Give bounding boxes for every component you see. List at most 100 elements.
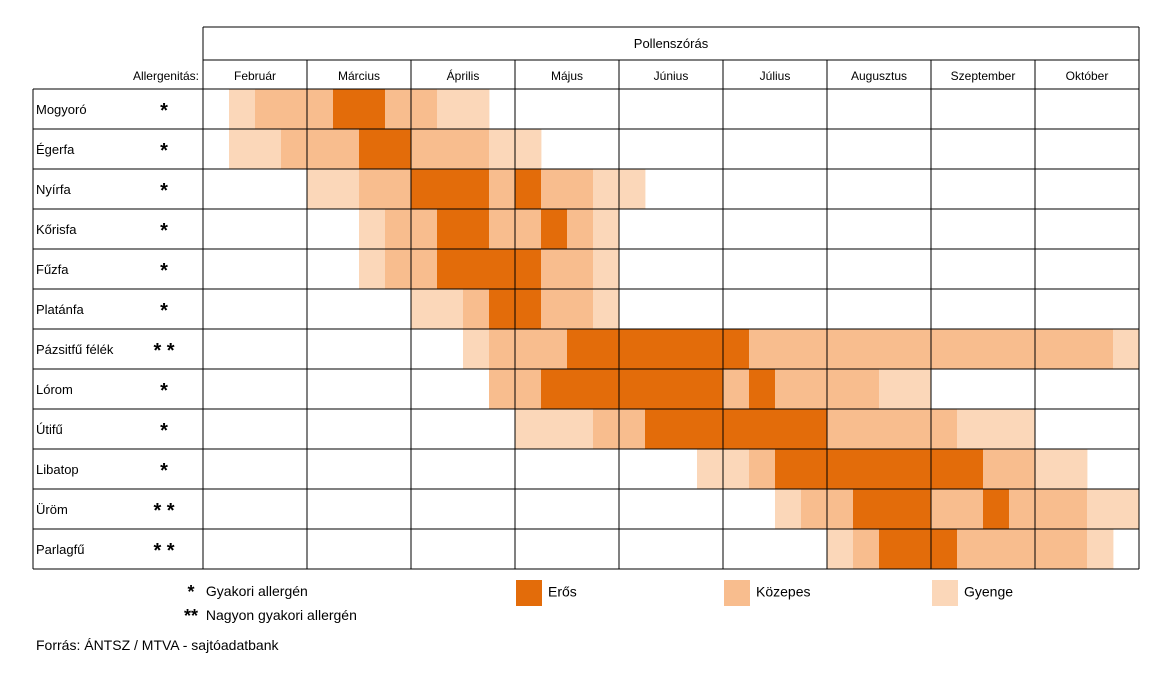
month-label: Június [654,69,689,83]
pollen-cell [853,529,880,569]
pollen-cell [359,129,386,169]
pollen-cell [307,129,334,169]
pollen-cell [749,449,776,489]
pollen-cell [749,329,776,369]
pollen-cell [567,329,594,369]
pollen-cell [697,369,724,409]
legend-label-very-frequent: Nagyon gyakori allergén [205,607,357,624]
pollen-cell [905,329,932,369]
plant-label: Üröm [36,502,68,517]
pollen-cell [307,169,334,209]
pollen-cell [385,249,412,289]
pollen-cell [593,409,620,449]
plant-label: Égerfa [36,142,75,157]
pollen-cell [567,369,594,409]
pollen-cell [775,409,802,449]
pollen-cell [827,529,854,569]
pollen-cell [437,89,464,129]
pollen-cell [983,489,1010,529]
legend-swatch-medium [724,580,750,606]
allergenicity-symbol: * * [153,540,174,562]
pollen-cell [463,209,490,249]
pollen-cell [879,409,906,449]
pollen-cell [723,449,750,489]
pollen-cell [879,449,906,489]
allergenicity-symbol: * * [153,340,174,362]
allergenicity-symbol: * * [153,500,174,522]
pollen-cell [1061,329,1088,369]
pollen-cell [723,329,750,369]
legend-label-weak: Gyenge [964,583,1014,600]
month-label: Március [338,69,380,83]
pollen-cell [957,329,984,369]
pollen-cell [541,289,568,329]
pollen-cell [1035,449,1062,489]
pollen-cell [541,169,568,209]
pollen-cell [1113,329,1140,369]
pollen-cell [593,369,620,409]
legend-very-frequent-allergen: ** Nagyon gyakori allergén [180,606,357,627]
pollen-cell [385,169,412,209]
month-label: Szeptember [951,69,1016,83]
pollen-cell [541,329,568,369]
pollen-cell [905,529,932,569]
pollen-cell [515,249,542,289]
pollen-cell [463,129,490,169]
pollen-cell [827,409,854,449]
pollen-cell [801,409,828,449]
pollen-cell [385,209,412,249]
pollen-cell [489,169,516,209]
pollen-cell [619,409,646,449]
pollen-cell [879,329,906,369]
pollen-cell [463,289,490,329]
pollen-cell [359,169,386,209]
pollen-cell [489,329,516,369]
pollen-cell [853,449,880,489]
legend-label-medium: Közepes [756,583,811,600]
pollen-cell [1009,329,1036,369]
pollen-cell [437,209,464,249]
pollen-cell [957,489,984,529]
month-label: Április [447,68,480,83]
pollen-cell [905,369,932,409]
pollen-cell [359,209,386,249]
pollen-cell [1113,489,1140,529]
month-label: Május [551,69,583,83]
pollen-cell [437,249,464,289]
pollen-cell [515,169,542,209]
pollen-cell [905,449,932,489]
pollen-cell [1087,329,1114,369]
pollen-cell [593,209,620,249]
pollen-cell [515,369,542,409]
chart-title: Pollenszórás [634,36,709,51]
pollen-cell [749,409,776,449]
pollen-cell [1035,489,1062,529]
allergenicity-symbol: * [160,220,168,242]
pollen-cell [931,529,958,569]
pollen-cell [411,169,438,209]
pollen-cell [541,369,568,409]
month-label: Február [234,69,276,83]
allergenicity-symbol: * [160,100,168,122]
allergenicity-symbol: * [160,180,168,202]
pollen-cell [489,249,516,289]
plant-label: Pázsitfű félék [36,342,114,357]
pollen-cell [489,369,516,409]
pollen-cell [697,449,724,489]
month-label: Július [760,69,791,83]
plant-label: Útifű [36,422,63,437]
pollen-cell [515,409,542,449]
legend-label-strong: Erős [548,583,577,600]
pollen-cell [775,449,802,489]
pollen-cell [1087,489,1114,529]
pollen-cell [515,289,542,329]
pollen-cell [931,489,958,529]
plant-label: Platánfa [36,302,84,317]
pollen-cell [671,369,698,409]
pollen-cell [1035,329,1062,369]
pollen-cell [853,409,880,449]
allergenicity-symbol: * [160,420,168,442]
pollen-cell [671,409,698,449]
pollen-cell [827,449,854,489]
pollen-cell [593,249,620,289]
